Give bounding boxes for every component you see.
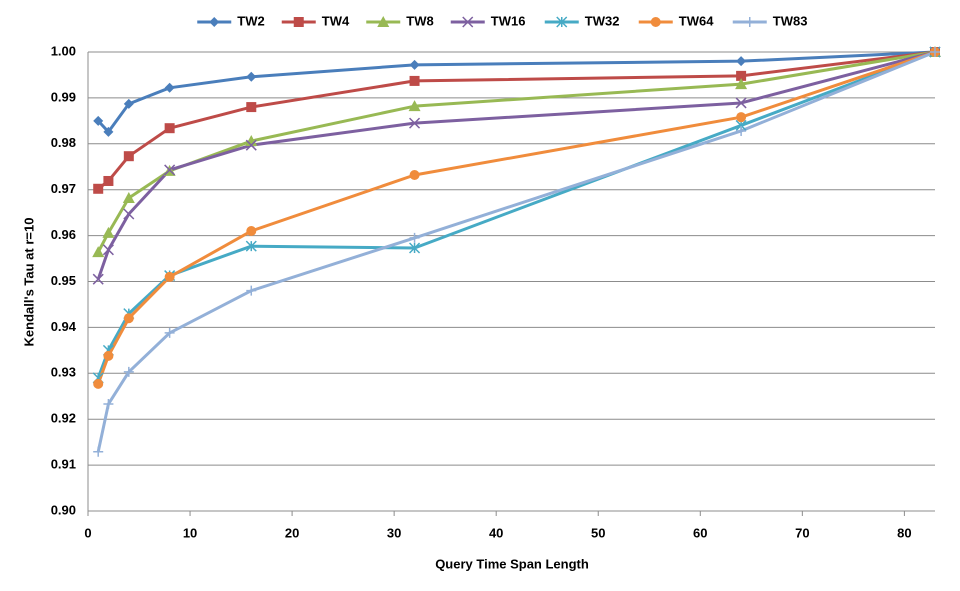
y-tick-label: 0.92 — [51, 411, 76, 426]
legend-item: TW64 — [638, 13, 714, 28]
marker — [246, 102, 257, 113]
marker — [409, 170, 420, 181]
y-tick-label: 0.99 — [51, 89, 76, 104]
marker — [556, 16, 568, 28]
marker — [736, 125, 747, 136]
y-tick-label: 0.91 — [51, 457, 76, 472]
x-tick-label: 30 — [387, 525, 401, 540]
series-line — [96, 50, 936, 379]
marker — [103, 350, 114, 361]
marker — [123, 208, 135, 220]
legend-label: TW64 — [679, 13, 714, 28]
marker — [209, 17, 220, 27]
y-tick-label: 0.96 — [51, 227, 76, 242]
y-tick-label: 1.00 — [51, 43, 76, 58]
marker — [409, 75, 420, 86]
marker — [164, 327, 175, 338]
marker — [377, 16, 390, 27]
legend-item: TW32 — [544, 13, 620, 28]
series-line — [97, 50, 936, 134]
marker — [93, 115, 104, 126]
marker — [102, 226, 115, 238]
legend-item: TW2 — [197, 13, 265, 28]
series-line — [96, 50, 936, 280]
marker — [736, 56, 747, 67]
marker — [93, 183, 104, 194]
marker — [735, 97, 747, 109]
marker — [122, 191, 135, 203]
y-tick-label: 0.94 — [51, 319, 77, 334]
marker — [123, 366, 134, 377]
marker — [650, 17, 661, 27]
x-tick-label: 20 — [285, 525, 299, 540]
legend-item: TW4 — [281, 13, 350, 28]
marker — [462, 16, 474, 28]
marker — [164, 164, 176, 176]
legend-item: TW16 — [450, 13, 526, 28]
marker — [408, 100, 421, 112]
marker — [123, 151, 134, 162]
marker — [93, 378, 104, 389]
x-tick-label: 50 — [591, 525, 605, 540]
legend-item: TW83 — [732, 13, 808, 28]
y-tick-label: 0.97 — [51, 181, 76, 196]
y-tick-label: 0.90 — [51, 502, 76, 517]
marker — [744, 17, 755, 27]
marker — [246, 226, 257, 237]
marker — [736, 70, 747, 81]
marker — [735, 78, 748, 90]
marker — [164, 123, 175, 134]
marker — [245, 135, 258, 147]
series-line — [96, 50, 936, 253]
marker — [409, 242, 421, 254]
marker — [245, 139, 257, 151]
x-tick-label: 0 — [84, 525, 91, 540]
marker — [930, 47, 940, 57]
y-tick-label: 0.98 — [51, 135, 76, 150]
marker — [164, 271, 175, 282]
marker — [409, 59, 420, 70]
marker — [92, 273, 104, 285]
y-tick-label: 0.93 — [51, 365, 76, 380]
marker — [164, 82, 175, 93]
legend-label: TW16 — [491, 13, 526, 28]
x-tick-label: 60 — [693, 525, 707, 540]
marker — [245, 240, 257, 252]
legend-label: TW83 — [773, 13, 808, 28]
series-line — [96, 50, 936, 453]
marker — [409, 117, 421, 129]
marker — [103, 175, 114, 186]
marker — [102, 244, 114, 256]
marker — [123, 98, 134, 109]
legend-item: TW8 — [366, 13, 434, 28]
marker — [103, 126, 114, 137]
marker — [736, 112, 747, 123]
marker — [409, 232, 420, 243]
x-axis-title: Query Time Span Length — [435, 556, 589, 571]
marker — [92, 246, 105, 258]
y-axis-title: Kendall's Tau at r=10 — [21, 218, 36, 347]
x-tick-label: 70 — [795, 525, 809, 540]
marker — [246, 71, 257, 82]
legend-label: TW8 — [406, 13, 433, 28]
marker — [103, 399, 114, 410]
legend-label: TW4 — [322, 13, 350, 28]
x-tick-label: 10 — [183, 525, 197, 540]
legend-label: TW32 — [585, 13, 620, 28]
marker — [93, 446, 104, 457]
x-tick-label: 80 — [897, 525, 911, 540]
marker — [246, 285, 257, 296]
marker — [123, 313, 134, 324]
x-tick-label: 40 — [489, 525, 503, 540]
marker — [293, 17, 304, 27]
series-line — [96, 50, 936, 385]
y-tick-label: 0.95 — [51, 273, 76, 288]
legend-label: TW2 — [237, 13, 264, 28]
